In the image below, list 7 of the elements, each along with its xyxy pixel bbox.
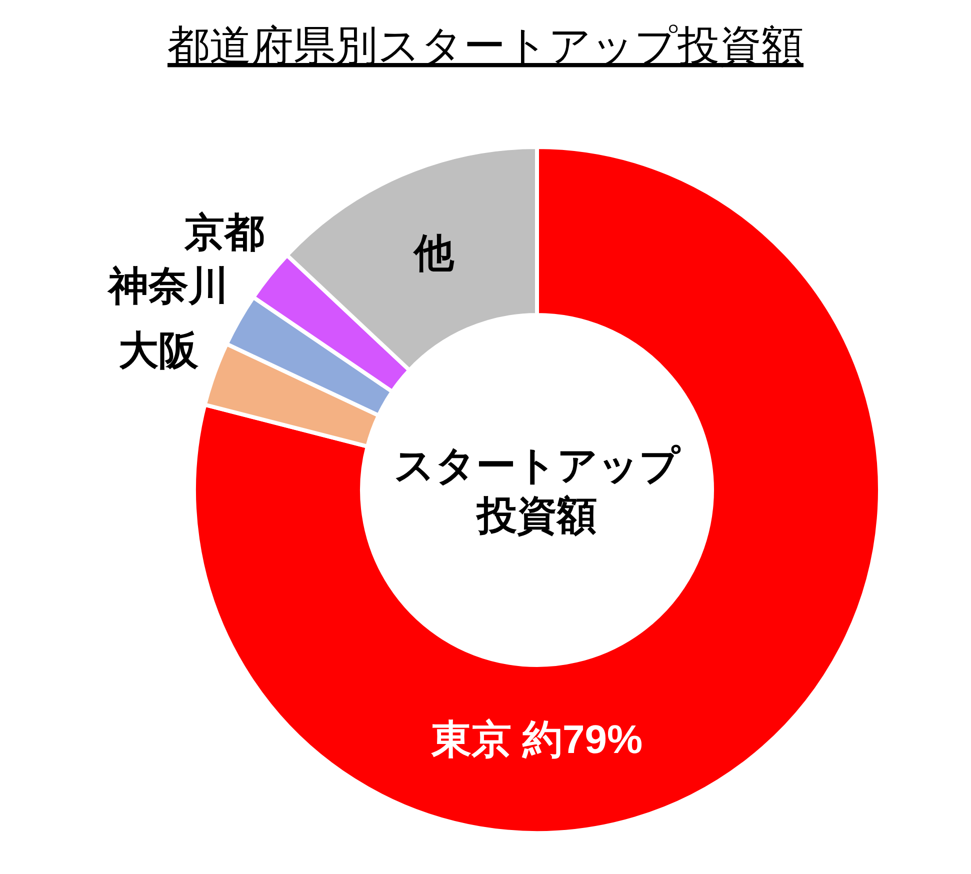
slice-label: 神奈川 (106, 264, 228, 308)
text: 投資額 (475, 494, 597, 538)
slice-label: 京都 (184, 210, 265, 255)
slice-label: 大阪 (118, 329, 200, 374)
slice-label: 他 (412, 231, 456, 276)
text: スタートアップ (394, 444, 681, 488)
slice-label: 東京 約79% (430, 718, 643, 762)
